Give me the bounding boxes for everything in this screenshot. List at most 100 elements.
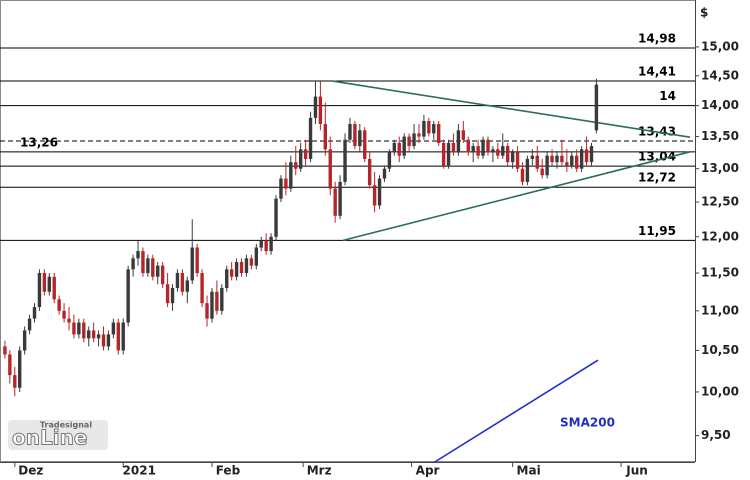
candle-body	[584, 149, 589, 163]
candle-body	[432, 124, 436, 134]
candle-body	[121, 322, 125, 351]
logo-product: onLine	[12, 426, 87, 450]
candle-body	[505, 146, 510, 163]
candle-body	[348, 124, 352, 140]
candle-body	[131, 258, 135, 270]
candle-body	[215, 291, 219, 311]
candle-body	[3, 346, 7, 355]
candle-body	[67, 318, 71, 323]
candle-body	[456, 130, 461, 153]
candle-body	[486, 139, 490, 153]
candle-body	[461, 130, 466, 140]
candle-body	[27, 318, 32, 331]
candle-body	[441, 142, 446, 166]
y-tick-label: 9,50	[701, 428, 731, 442]
candle-body	[358, 130, 362, 147]
candle-body	[560, 155, 564, 163]
trendline	[332, 80, 691, 138]
y-tick-label: 10,00	[701, 384, 739, 398]
candle-body	[387, 152, 392, 169]
candle-body	[170, 287, 175, 304]
candle-body	[47, 276, 51, 292]
candle-body	[570, 155, 574, 166]
candle-body	[136, 251, 140, 259]
x-tick-label: Mrz	[307, 464, 332, 478]
candle-body	[318, 96, 323, 125]
candle-body	[363, 130, 367, 159]
x-tick-label: Dez	[18, 464, 43, 478]
candle-body	[146, 258, 150, 274]
candle-body	[377, 178, 382, 206]
y-tick-label: 11,50	[701, 266, 739, 280]
candle-body	[372, 185, 377, 206]
candle-body	[37, 273, 42, 307]
candle-body	[466, 139, 470, 153]
candle-body	[8, 354, 12, 376]
candle-body	[165, 284, 170, 304]
candle-body	[515, 152, 520, 169]
candle-body	[62, 310, 66, 319]
candle-body	[259, 240, 263, 248]
candle-body	[22, 330, 27, 351]
y-tick-label: 12,50	[701, 195, 739, 209]
logo-box	[8, 420, 108, 450]
level-label: 12,72	[638, 171, 676, 185]
candle-body	[284, 178, 288, 189]
candle-body	[185, 280, 190, 292]
candle-body	[289, 162, 293, 189]
candle-body	[269, 236, 273, 252]
candle-body	[156, 265, 160, 277]
candle-body	[77, 322, 81, 335]
candle-body	[303, 149, 308, 159]
candle-body	[87, 330, 91, 339]
x-tick-label: 2021	[123, 464, 156, 478]
candle-body	[91, 330, 96, 339]
candle-body	[160, 265, 165, 285]
candle-body	[42, 273, 47, 292]
candle-body	[481, 139, 485, 156]
candle-body	[249, 258, 254, 266]
candle-body	[392, 142, 397, 153]
candle-body	[141, 251, 145, 274]
candle-body	[353, 124, 357, 147]
candle-body	[530, 155, 535, 159]
candle-body	[210, 291, 214, 319]
level-label: 14,98	[638, 32, 676, 46]
candle-body	[501, 146, 505, 156]
y-tick-label: 10,50	[701, 343, 739, 357]
candle-body	[244, 258, 249, 274]
candle-body	[151, 258, 155, 277]
candle-body	[298, 149, 303, 169]
y-tick-label: 15,00	[701, 39, 739, 53]
logo-brand: Tradesignal	[40, 421, 92, 430]
candle-body	[397, 142, 401, 156]
candle-body	[18, 350, 22, 388]
candle-body	[436, 124, 441, 143]
candle-body	[32, 306, 37, 319]
candle-body	[575, 155, 579, 169]
candle-body	[525, 158, 530, 182]
candle-body	[402, 136, 406, 156]
logo: Tradesignal onLine	[8, 420, 108, 450]
level-label: 11,95	[638, 224, 676, 238]
candle-body	[328, 149, 332, 189]
candle-body	[412, 133, 416, 147]
candle-body	[126, 269, 130, 323]
candle-body	[367, 158, 372, 186]
candle-body	[239, 261, 244, 274]
candle-body	[451, 142, 456, 153]
sma-label: SMA200	[560, 416, 615, 430]
trendline	[342, 151, 691, 242]
candle-body	[101, 334, 106, 347]
candle-body	[323, 124, 328, 150]
candle-body	[82, 322, 86, 339]
plot-area	[0, 0, 696, 462]
y-tick-label: 12,00	[701, 229, 739, 243]
candle-body	[427, 120, 431, 134]
candle-body	[471, 146, 475, 153]
candle-body	[279, 178, 283, 199]
candle-body	[382, 168, 387, 179]
candle-body	[594, 84, 599, 131]
